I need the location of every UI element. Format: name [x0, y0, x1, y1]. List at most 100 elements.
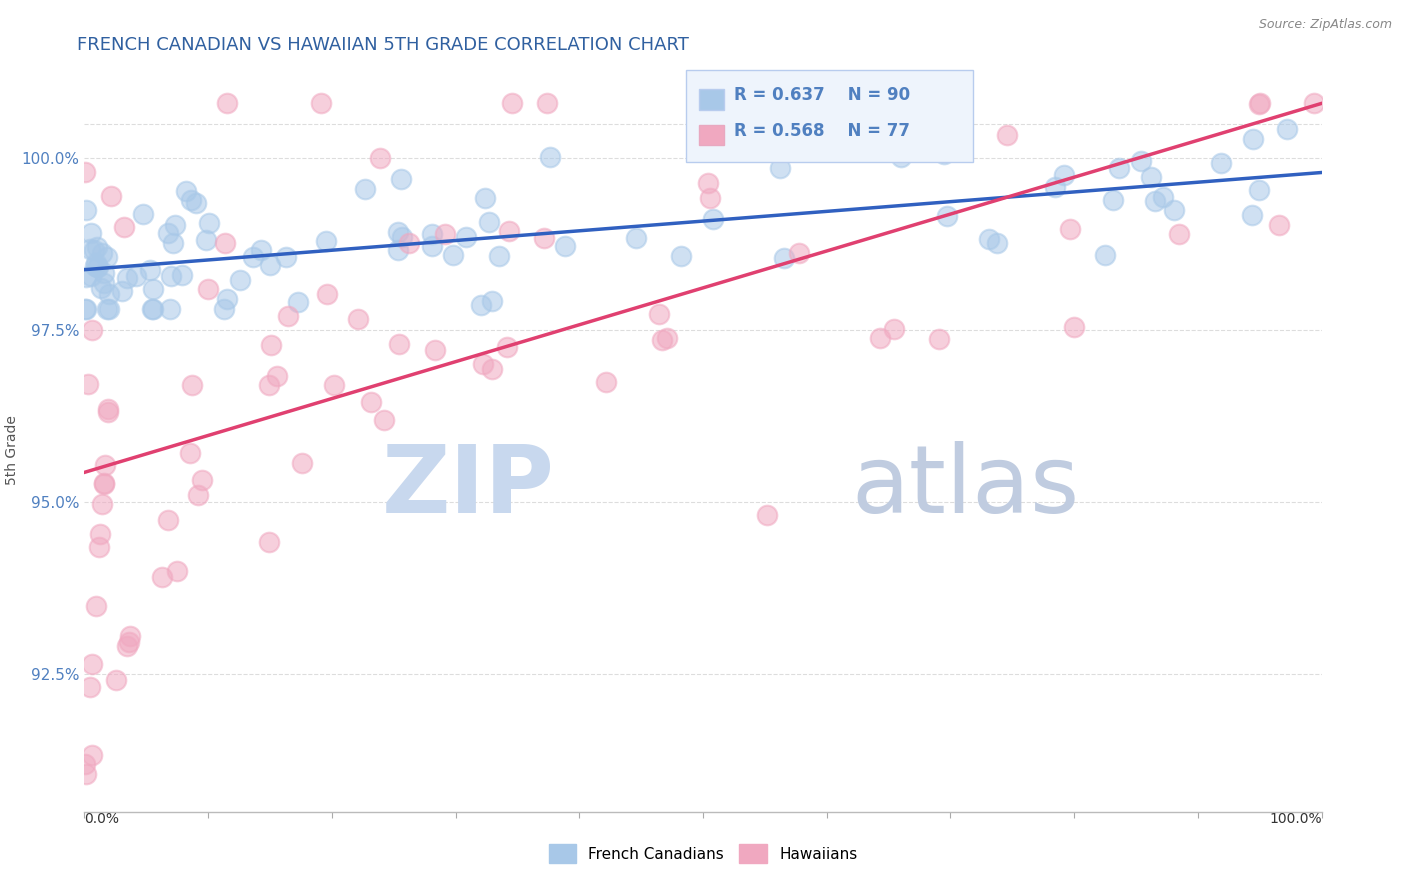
Point: [910, 95, 932, 110]
Point: [398, 235, 420, 250]
Point: [1168, 227, 1191, 241]
Text: R = 0.637    N = 90: R = 0.637 N = 90: [734, 87, 910, 104]
Point: [75, 302, 97, 317]
Point: [97, 402, 120, 417]
Point: [368, 152, 391, 166]
Point: [346, 312, 368, 326]
Point: [669, 249, 692, 263]
Point: [75, 202, 97, 217]
Point: [1129, 153, 1152, 168]
Point: [111, 284, 134, 298]
Point: [84, 259, 107, 273]
Point: [249, 243, 271, 257]
Point: [769, 161, 792, 176]
Point: [889, 150, 911, 164]
Point: [100, 189, 122, 203]
Point: [157, 513, 180, 527]
Point: [648, 307, 671, 321]
Point: [86, 260, 108, 275]
Point: [360, 395, 382, 409]
Point: [142, 282, 165, 296]
Point: [986, 236, 1008, 251]
Point: [928, 333, 950, 347]
Point: [624, 231, 647, 245]
Point: [75, 757, 97, 772]
Point: [699, 191, 721, 205]
Point: [932, 147, 955, 161]
Point: [141, 302, 163, 317]
Point: [481, 293, 503, 308]
Point: [212, 302, 235, 317]
Point: [387, 243, 409, 257]
Point: [187, 488, 209, 502]
Point: [697, 176, 720, 190]
Point: [215, 292, 238, 306]
Point: [159, 302, 181, 317]
Point: [787, 246, 810, 260]
Point: [1240, 209, 1263, 223]
Point: [139, 262, 162, 277]
Point: [83, 243, 105, 257]
Point: [533, 231, 555, 245]
Point: [481, 362, 503, 376]
Point: [117, 639, 139, 653]
Point: [98, 302, 121, 317]
Point: [1247, 183, 1270, 197]
Point: [291, 456, 314, 470]
Point: [456, 230, 478, 244]
Point: [595, 375, 617, 389]
Point: [1094, 248, 1116, 262]
Point: [277, 310, 299, 324]
Point: [214, 236, 236, 251]
Point: [388, 337, 411, 351]
Point: [1052, 168, 1074, 182]
Point: [387, 225, 409, 239]
Point: [1163, 202, 1185, 217]
Point: [702, 211, 724, 226]
Point: [977, 232, 1000, 246]
Point: [869, 331, 891, 345]
Point: [96, 302, 118, 317]
Point: [498, 224, 520, 238]
Point: [142, 302, 165, 317]
Point: [1101, 194, 1123, 208]
Point: [118, 634, 141, 648]
Point: [488, 249, 510, 263]
Point: [772, 251, 794, 265]
Legend: French Canadians, Hawaiians: French Canadians, Hawaiians: [543, 838, 863, 869]
Point: [1241, 132, 1264, 146]
Point: [995, 128, 1018, 142]
Point: [131, 206, 153, 220]
Point: [1059, 221, 1081, 235]
Point: [501, 95, 523, 110]
Point: [266, 369, 288, 384]
Point: [96, 250, 118, 264]
Point: [478, 214, 501, 228]
Point: [425, 343, 447, 358]
Point: [1247, 97, 1270, 112]
Point: [495, 340, 517, 354]
Point: [120, 629, 142, 643]
Point: [97, 286, 120, 301]
Point: [389, 172, 412, 186]
Point: [89, 527, 111, 541]
Point: [80, 226, 103, 240]
Point: [441, 247, 464, 261]
Point: [1140, 169, 1163, 184]
Point: [470, 298, 492, 312]
Point: [180, 193, 202, 207]
Point: [170, 268, 193, 282]
Point: [259, 258, 281, 272]
Point: [73, 302, 96, 317]
Point: [1108, 161, 1130, 175]
Point: [195, 233, 218, 247]
Point: [197, 282, 219, 296]
Text: FRENCH CANADIAN VS HAWAIIAN 5TH GRADE CORRELATION CHART: FRENCH CANADIAN VS HAWAIIAN 5TH GRADE CO…: [77, 36, 689, 54]
Point: [75, 270, 97, 285]
Point: [260, 337, 283, 351]
Point: [354, 182, 377, 196]
Point: [433, 227, 456, 241]
Point: [420, 239, 443, 253]
Point: [474, 191, 496, 205]
Point: [420, 227, 443, 242]
